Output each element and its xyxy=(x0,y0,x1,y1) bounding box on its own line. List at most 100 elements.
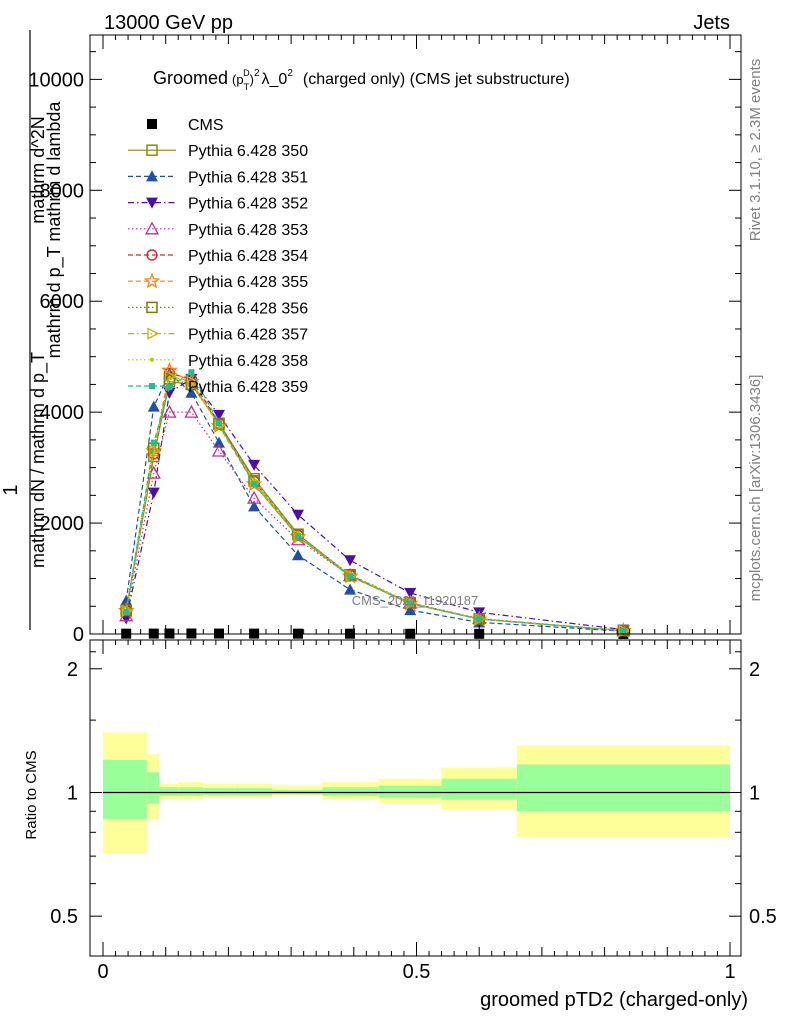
data-point xyxy=(251,481,258,488)
legend-label: Pythia 6.428 354 xyxy=(188,248,308,265)
ratio-tick-label: 0.5 xyxy=(50,906,78,928)
data-point xyxy=(188,369,195,376)
data-point xyxy=(147,487,160,499)
chart-title: Groomed (pTD)2 λ_02 (charged only) (CMS jet… xyxy=(153,68,570,92)
data-point xyxy=(163,373,176,385)
y-tick-label: 6000 xyxy=(40,291,85,313)
legend-entry: Pythia 6.428 352 xyxy=(128,196,308,213)
ratio-tick-label: 2 xyxy=(67,659,78,681)
ratio-axis-label: Ratio to CMS xyxy=(23,750,40,839)
ratio-band-inner xyxy=(103,759,147,820)
y-tick-label: 2000 xyxy=(40,513,85,535)
y-axis-label-den: mathrm dN / mathrm d p_T xyxy=(28,352,49,568)
data-point xyxy=(247,490,262,504)
data-point xyxy=(344,555,357,567)
data-point xyxy=(404,587,417,599)
energy-label: 13000 GeV pp xyxy=(104,12,233,34)
x-tick-label: 0 xyxy=(97,961,108,983)
legend-entry: Pythia 6.428 355 xyxy=(128,272,308,291)
data-point xyxy=(212,436,225,448)
data-point xyxy=(185,386,198,398)
data-point xyxy=(150,439,157,446)
legend-label: CMS xyxy=(188,117,224,134)
legend-marker xyxy=(147,327,160,340)
analysis-id-watermark: CMS_2021_I1920187 xyxy=(352,593,479,608)
ratio-bands xyxy=(103,732,730,854)
data-point xyxy=(620,627,627,634)
data-point xyxy=(407,600,414,607)
ratio-band-inner xyxy=(178,787,204,797)
data-point xyxy=(166,384,173,391)
main-frame xyxy=(89,34,742,635)
legend-marker xyxy=(149,383,155,389)
series-10 xyxy=(123,369,627,634)
y-tick-label: 10000 xyxy=(28,69,84,91)
legend-entry: Pythia 6.428 357 xyxy=(128,327,308,344)
axis-ticks: 0 2000 4000 6000 8000 10000 0 0.5 1 0.5 0.5 1 1 2 2 xyxy=(28,35,777,983)
legend-marker xyxy=(143,272,161,289)
y-axis-label-num: 1 xyxy=(0,484,22,495)
ratio-band-inner xyxy=(146,772,160,804)
series-line xyxy=(125,411,624,632)
ratio-band-inner xyxy=(159,787,179,797)
ratio-tick-label-right: 1 xyxy=(749,782,760,804)
legend-marker xyxy=(146,249,158,261)
legend-label: Pythia 6.428 357 xyxy=(188,327,308,344)
x-axis-label: groomed pTD2 (charged-only) xyxy=(480,989,748,1011)
data-point xyxy=(404,604,417,616)
series-line xyxy=(125,378,624,631)
ratio-band-inner xyxy=(203,788,235,796)
data-point xyxy=(476,616,483,623)
legend-label: Pythia 6.428 352 xyxy=(188,196,308,213)
process-label: Jets xyxy=(693,12,730,34)
legend-entry: Pythia 6.428 359 xyxy=(128,379,308,396)
data-point xyxy=(347,573,354,580)
x-tick-label: 1 xyxy=(724,961,735,983)
legend-label: Pythia 6.428 353 xyxy=(188,222,308,239)
data-point xyxy=(294,533,301,540)
data-point xyxy=(211,443,227,457)
data-point xyxy=(167,375,172,380)
ratio-band-inner xyxy=(234,788,273,796)
legend-marker xyxy=(146,197,158,209)
legend-entry: Pythia 6.428 351 xyxy=(128,169,308,186)
data-point xyxy=(291,509,304,521)
data-point xyxy=(215,420,222,427)
ratio-tick-label-right: 2 xyxy=(749,659,760,681)
data-point xyxy=(212,409,225,421)
y-tick-label: 4000 xyxy=(40,402,85,424)
data-point xyxy=(291,549,304,561)
legend-label: Pythia 6.428 350 xyxy=(188,143,308,160)
plot-frames xyxy=(89,34,742,957)
data-point xyxy=(162,404,177,418)
y-tick-label: 0 xyxy=(73,624,84,646)
series-line xyxy=(125,371,624,632)
x-tick-label: 0.5 xyxy=(403,961,431,983)
legend-marker xyxy=(146,170,158,182)
legend-entry: Pythia 6.428 356 xyxy=(128,300,308,317)
y-axis-label-num2: mathrm d^2N xyxy=(28,116,48,223)
legend-entry: CMS xyxy=(147,117,224,134)
legend-marker xyxy=(147,119,157,129)
ratio-band-inner xyxy=(322,787,379,797)
legend-label: Pythia 6.428 355 xyxy=(188,274,308,291)
ratio-tick-label-right: 0.5 xyxy=(749,906,777,928)
rivet-label: Rivet 3.1.10, ≥ 2.3M events xyxy=(747,59,764,242)
data-point xyxy=(189,380,194,385)
legend-label: Pythia 6.428 351 xyxy=(188,169,308,186)
ratio-band-inner xyxy=(516,764,730,812)
legend-marker xyxy=(146,301,158,314)
ratio-band-inner xyxy=(378,785,442,798)
y-tick-label: 8000 xyxy=(40,180,85,202)
legend-label: Pythia 6.428 356 xyxy=(188,300,308,317)
legend-entry: Pythia 6.428 354 xyxy=(128,248,308,265)
data-point xyxy=(123,608,130,615)
mcplots-label: mcplots.cern.ch [arXiv:1306.3436] xyxy=(747,375,764,602)
legend-label: Pythia 6.428 358 xyxy=(188,353,308,370)
data-point xyxy=(248,500,261,512)
legend-marker xyxy=(144,221,160,235)
data-point xyxy=(184,404,199,418)
y-axis-label-den2: mathrm d p_T mathrm d lambda xyxy=(44,101,65,359)
legend-entry: Pythia 6.428 350 xyxy=(128,143,308,160)
